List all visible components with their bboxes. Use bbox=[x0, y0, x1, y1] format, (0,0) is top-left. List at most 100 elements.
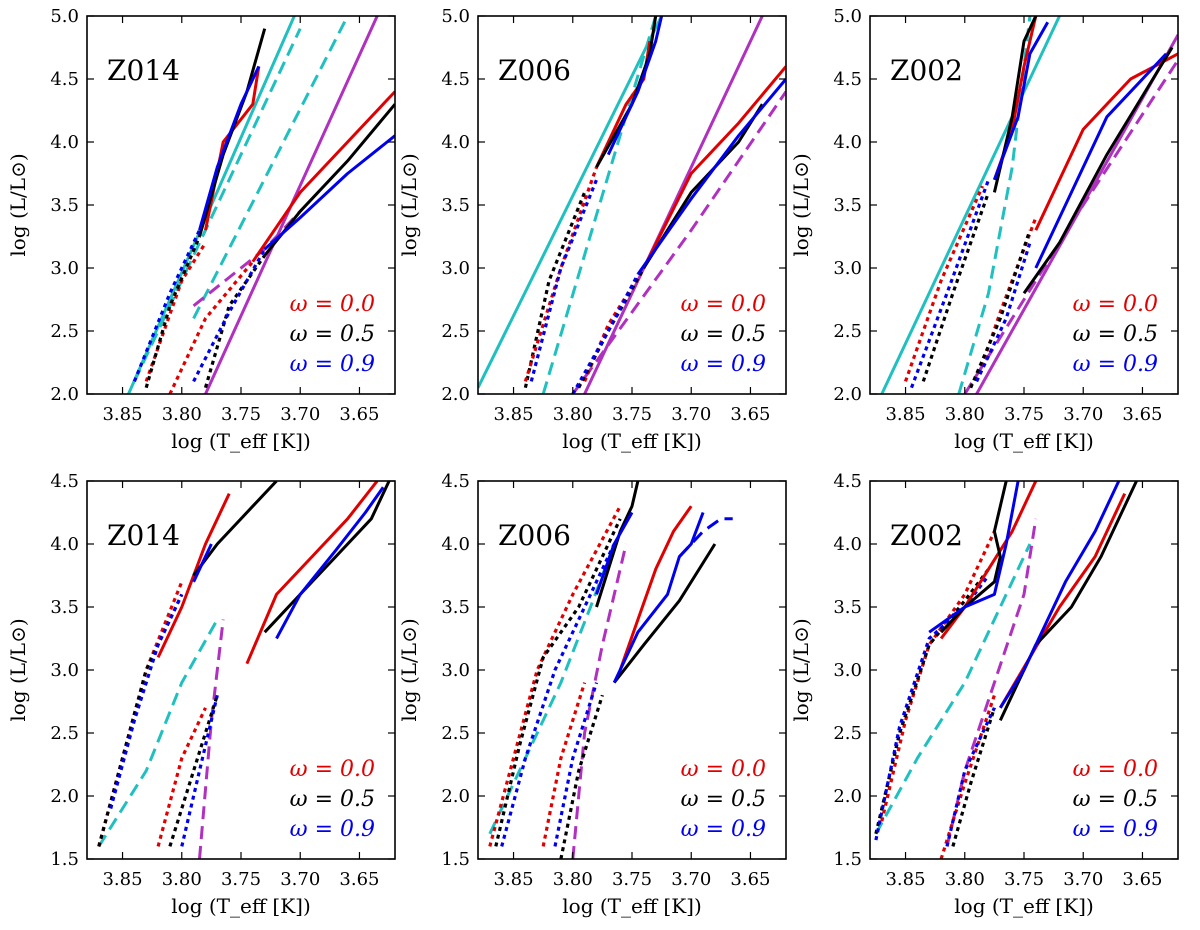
series-magenta-dashed bbox=[198, 619, 225, 859]
y-tick-label: 5.0 bbox=[833, 6, 862, 27]
y-axis-label: log (L/L⊙) bbox=[397, 618, 421, 721]
y-tick-label: 4.0 bbox=[441, 132, 470, 153]
series-black-cool-solid bbox=[613, 543, 717, 684]
x-tick-label: 3.75 bbox=[1004, 869, 1044, 890]
panel-5: 3.85 3.80 3.75 3.70 3.65 1.5 2.0 2.5 3.0 3.5 4.0 4.… bbox=[397, 471, 787, 918]
y-tick-label: 3.5 bbox=[50, 195, 79, 216]
y-tick-label: 2.0 bbox=[50, 384, 79, 405]
x-tick-label: 3.65 bbox=[1122, 404, 1162, 425]
y-axis-label: log (L/L⊙) bbox=[789, 618, 813, 721]
series-cyan-dashed bbox=[97, 618, 219, 848]
x-tick-label: 3.70 bbox=[1063, 869, 1103, 890]
y-tick-label: 3.5 bbox=[833, 195, 862, 216]
y-tick-label: 4.0 bbox=[50, 534, 79, 555]
y-tick-label: 3.0 bbox=[833, 660, 862, 681]
y-tick-label: 5.0 bbox=[441, 6, 470, 27]
x-tick-label: 3.85 bbox=[102, 869, 142, 890]
legend-entry: ω = 0.5 bbox=[290, 322, 375, 347]
series-cyan-solid bbox=[478, 16, 663, 389]
series-cyan-dashed-1 bbox=[133, 27, 302, 383]
series-blue-cool-solid bbox=[263, 134, 395, 251]
x-tick-label: 3.70 bbox=[671, 869, 711, 890]
series-red-hot-dotted bbox=[523, 166, 599, 382]
legend-entry: ω = 0.0 bbox=[290, 757, 375, 782]
y-tick-label: 3.5 bbox=[441, 195, 470, 216]
series-group bbox=[127, 16, 395, 394]
y-tick-label: 4.0 bbox=[50, 132, 79, 153]
legend-entry: ω = 0.9 bbox=[1073, 817, 1158, 842]
series-blue-hot-solid bbox=[928, 481, 1020, 634]
series-black-cool-dotted bbox=[951, 707, 996, 847]
series-black-hot-solid bbox=[192, 481, 278, 577]
series-black-hot-dotted bbox=[144, 235, 201, 389]
legend-entry: ω = 0.0 bbox=[290, 292, 375, 317]
panel-1: 3.85 3.80 3.75 3.70 3.65 2.0 2.5 3.0 3.5 4.0 4.5 5.… bbox=[6, 6, 396, 453]
x-tick-label: 3.70 bbox=[280, 869, 320, 890]
x-tick-label: 3.70 bbox=[280, 404, 320, 425]
legend-entry: ω = 0.9 bbox=[290, 352, 375, 377]
x-axis-label: log (T_eff [K]) bbox=[171, 894, 311, 918]
legend-entry: ω = 0.5 bbox=[681, 322, 766, 347]
y-axis-label: log (L/L⊙) bbox=[6, 153, 30, 256]
series-magenta-dashed bbox=[571, 90, 786, 394]
series-black-cool-solid bbox=[263, 481, 391, 634]
series-black-cool-dotted bbox=[969, 229, 1032, 389]
series-group bbox=[97, 481, 391, 859]
x-tick-label: 3.80 bbox=[162, 869, 202, 890]
y-axis-label: log (L/L⊙) bbox=[397, 153, 421, 256]
y-tick-label: 1.5 bbox=[441, 849, 470, 870]
series-red-cool-solid bbox=[642, 65, 786, 269]
series-blue-hot-dotted bbox=[874, 574, 990, 841]
legend-entry: ω = 0.5 bbox=[681, 787, 766, 812]
panel-title: Z014 bbox=[107, 519, 180, 552]
series-black-hot-solid bbox=[198, 28, 267, 237]
y-tick-label: 4.5 bbox=[441, 471, 470, 492]
legend-entry: ω = 0.9 bbox=[681, 817, 766, 842]
series-cyan-solid bbox=[880, 16, 1061, 394]
y-tick-label: 2.5 bbox=[441, 723, 470, 744]
x-tick-label: 3.85 bbox=[102, 404, 142, 425]
y-tick-label: 3.0 bbox=[833, 258, 862, 279]
series-group bbox=[488, 481, 733, 859]
series-blue-cool-dotted bbox=[553, 682, 599, 847]
series-blue-hot-solid bbox=[595, 511, 634, 595]
series-red-cool-solid bbox=[251, 90, 395, 263]
series-blue-hot-dotted bbox=[910, 179, 991, 389]
series-cyan-dashed bbox=[957, 16, 1032, 394]
x-tick-label: 3.75 bbox=[612, 869, 652, 890]
x-tick-label: 3.80 bbox=[162, 404, 202, 425]
series-blue-cool-solid bbox=[612, 511, 705, 684]
x-tick-label: 3.65 bbox=[339, 869, 379, 890]
y-tick-label: 2.5 bbox=[833, 723, 862, 744]
x-tick-label: 3.85 bbox=[885, 869, 925, 890]
series-black-hot-dotted bbox=[874, 568, 990, 835]
series-group bbox=[874, 481, 1138, 859]
legend-entry: ω = 0.5 bbox=[1073, 787, 1158, 812]
series-cyan-dashed-2 bbox=[192, 16, 349, 320]
panel-title: Z002 bbox=[890, 519, 963, 552]
y-tick-label: 4.5 bbox=[50, 69, 79, 90]
x-axis-label: log (T_eff [K]) bbox=[562, 429, 702, 453]
series-blue-cool-dotted bbox=[945, 707, 996, 847]
y-tick-label: 2.5 bbox=[833, 321, 862, 342]
series-blue-cool-dotted bbox=[180, 694, 219, 847]
y-tick-label: 3.5 bbox=[50, 597, 79, 618]
x-tick-label: 3.80 bbox=[553, 869, 593, 890]
series-red-cool-solid bbox=[245, 481, 379, 665]
x-tick-label: 3.65 bbox=[1122, 869, 1162, 890]
series-blue-hot-dotted bbox=[500, 543, 616, 847]
legend-entry: ω = 0.9 bbox=[290, 817, 375, 842]
y-axis-label: log (L/L⊙) bbox=[789, 153, 813, 256]
x-tick-label: 3.80 bbox=[945, 404, 985, 425]
x-tick-label: 3.80 bbox=[553, 404, 593, 425]
y-tick-label: 3.0 bbox=[50, 660, 79, 681]
y-tick-label: 3.5 bbox=[441, 597, 470, 618]
legend-entry: ω = 0.0 bbox=[1073, 757, 1158, 782]
series-red-cool-dotted bbox=[156, 707, 207, 847]
series-cyan-dashed bbox=[874, 543, 1032, 835]
series-cyan-dashed bbox=[541, 16, 658, 394]
series-magenta-solid bbox=[583, 16, 764, 394]
series-group bbox=[880, 16, 1178, 394]
series-black-hot-solid bbox=[595, 16, 658, 168]
